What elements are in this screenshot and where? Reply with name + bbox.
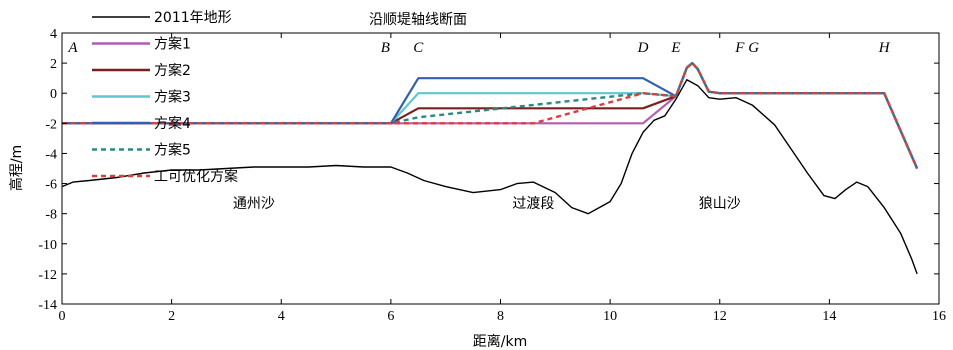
x-axis-title: 距离/km	[473, 333, 527, 350]
legend-label: 方案2	[154, 62, 191, 79]
point-label: C	[413, 40, 424, 56]
series-line-terrain-2011	[61, 78, 918, 275]
series-line-scheme-6	[62, 61, 919, 169]
point-label: A	[67, 40, 78, 56]
region-label: 通州沙	[233, 196, 275, 212]
point-label: B	[381, 40, 390, 56]
legend-label: 方案4	[154, 115, 191, 132]
legend-label: 2011年地形	[154, 10, 232, 26]
legend-label: 方案3	[154, 89, 191, 106]
legend-label: 方案5	[154, 142, 191, 159]
y-tick-label: -10	[38, 238, 57, 253]
point-label: H	[878, 40, 891, 56]
x-tick-label: 10	[603, 309, 617, 324]
y-tick-label: -4	[45, 147, 57, 162]
x-tick-label: 8	[497, 309, 504, 324]
series-layer	[61, 61, 919, 275]
region-label: 狼山沙	[699, 196, 741, 212]
x-tick-label: 0	[59, 309, 66, 324]
axes: 0 2 4 6 8 10 12 14 16 -14 -12 -10 -8 -6 -4 -2 0 2 4	[38, 27, 946, 324]
point-label: F G	[734, 40, 759, 56]
y-tick-label: -8	[45, 208, 57, 223]
y-tick-label: 2	[50, 57, 57, 72]
point-label: D	[637, 40, 649, 56]
chart-title: 沿顺堤轴线断面	[369, 12, 467, 28]
y-tick-label: -2	[45, 117, 57, 132]
y-axis-title: 高程/m	[8, 145, 25, 191]
annotation-layer: A B C D E F G H 通州沙 过渡段 狼山沙	[67, 40, 890, 212]
x-tick-label: 6	[387, 309, 394, 324]
legend-label: 工可优化方案	[154, 168, 238, 185]
y-tick-label: -6	[45, 178, 57, 193]
region-label: 过渡段	[512, 196, 554, 212]
x-tick-label: 16	[932, 309, 946, 324]
legend-label: 方案1	[154, 36, 191, 53]
x-tick-label: 2	[168, 309, 175, 324]
x-tick-label: 4	[278, 309, 285, 324]
point-label: E	[670, 40, 680, 56]
y-tick-label: -14	[38, 298, 57, 313]
x-tick-label: 12	[713, 309, 727, 324]
x-tick-label: 14	[822, 309, 836, 324]
y-tick-label: 4	[50, 27, 57, 42]
y-tick-label: -12	[38, 268, 57, 283]
y-tick-label: 0	[50, 87, 57, 102]
